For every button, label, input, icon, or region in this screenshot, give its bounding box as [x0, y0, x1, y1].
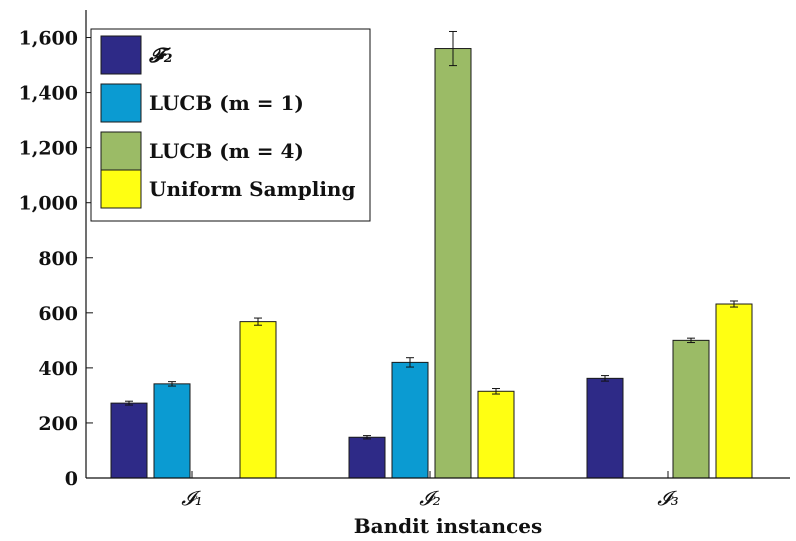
error-bar-3-3: [687, 337, 695, 344]
y-ticks-layer: 0 200 400 600 800 1,000 1,200 1,400 1,600: [19, 28, 93, 490]
error-bar-1-1: [125, 400, 133, 406]
legend-swatch-2: [100, 83, 142, 123]
error-bar-4-1: [254, 317, 262, 326]
error-bars-layer: [125, 30, 738, 440]
legend-swatch-4: [100, 169, 142, 209]
x-ticks-layer: 𝓘₁ 𝓘₂ 𝓘₃: [181, 471, 679, 510]
bar-3-3: [672, 339, 710, 479]
y-tick-label: 1,200: [19, 138, 79, 160]
bar-1-1: [110, 402, 148, 479]
bar-4-1: [239, 321, 277, 479]
x-tick-label: 𝓘₁: [181, 486, 203, 510]
error-bar-2-2: [406, 357, 414, 368]
error-bar-1-3: [601, 375, 609, 382]
legend: 𝓕₂ LUCB (m = 1) LUCB (m = 4) Uniform Sampli…: [90, 28, 371, 222]
error-bar-1-2: [363, 435, 371, 440]
x-tick-label: 𝓘₃: [657, 486, 679, 510]
error-bar-2-1: [168, 381, 176, 387]
y-tick-label: 1,600: [19, 28, 79, 50]
y-tick-label: 600: [38, 303, 78, 325]
error-bar-3-2: [449, 30, 457, 67]
bar-2-1: [153, 383, 191, 479]
bars-layer: [110, 48, 753, 479]
y-tick-label: 400: [38, 358, 78, 380]
bar-4-2: [477, 390, 515, 479]
y-tick-label: 1,000: [19, 193, 79, 215]
error-bar-4-3: [730, 300, 738, 308]
legend-label-2: LUCB (m = 1): [149, 91, 304, 115]
legend-label-4: Uniform Sampling: [149, 177, 355, 201]
legend-label-3: LUCB (m = 4): [149, 139, 304, 163]
error-bar-4-2: [492, 388, 500, 395]
axes-layer: [85, 10, 790, 479]
bar-3-2: [434, 48, 472, 479]
y-tick-label: 200: [38, 413, 78, 435]
bar-1-2: [348, 436, 386, 479]
bar-2-2: [391, 361, 429, 479]
x-axis-title: Bandit instances: [354, 514, 543, 538]
y-tick-label: 800: [38, 248, 78, 270]
x-tick-label: 𝓘₂: [419, 486, 441, 510]
bar-1-3: [586, 377, 624, 479]
legend-label-1: 𝓕₂: [148, 43, 173, 67]
legend-swatch-3: [100, 131, 142, 171]
y-tick-label: 0: [65, 468, 78, 490]
legend-swatch-1: [100, 35, 142, 75]
y-tick-label: 1,400: [19, 83, 79, 105]
bar-4-3: [715, 303, 753, 479]
